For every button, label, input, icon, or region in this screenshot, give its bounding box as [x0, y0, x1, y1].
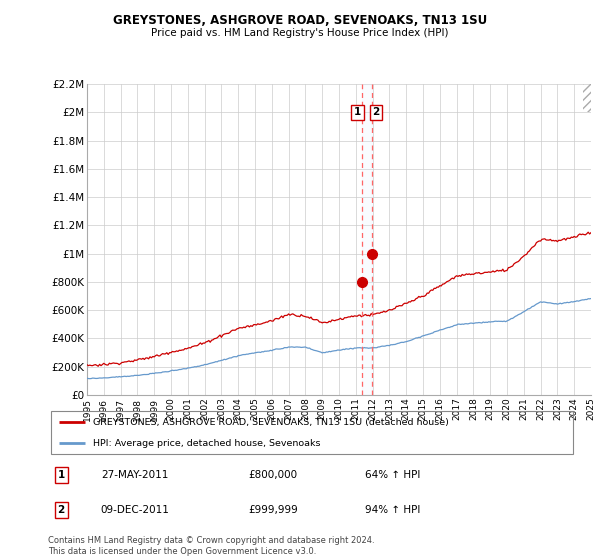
Text: 1: 1 — [58, 470, 65, 480]
Text: Price paid vs. HM Land Registry's House Price Index (HPI): Price paid vs. HM Land Registry's House … — [151, 28, 449, 38]
Text: GREYSTONES, ASHGROVE ROAD, SEVENOAKS, TN13 1SU: GREYSTONES, ASHGROVE ROAD, SEVENOAKS, TN… — [113, 14, 487, 27]
Text: 94% ↑ HPI: 94% ↑ HPI — [365, 505, 420, 515]
Text: 1: 1 — [354, 108, 361, 117]
Text: GREYSTONES, ASHGROVE ROAD, SEVENOAKS, TN13 1SU (detached house): GREYSTONES, ASHGROVE ROAD, SEVENOAKS, TN… — [93, 418, 449, 427]
Text: £800,000: £800,000 — [248, 470, 298, 480]
Text: 64% ↑ HPI: 64% ↑ HPI — [365, 470, 420, 480]
Bar — [583, 84, 591, 112]
Text: £999,999: £999,999 — [248, 505, 298, 515]
Text: 2: 2 — [58, 505, 65, 515]
Text: 2: 2 — [373, 108, 380, 117]
Bar — [362, 84, 371, 395]
Text: Contains HM Land Registry data © Crown copyright and database right 2024.
This d: Contains HM Land Registry data © Crown c… — [48, 536, 374, 556]
Text: 09-DEC-2011: 09-DEC-2011 — [101, 505, 170, 515]
Text: HPI: Average price, detached house, Sevenoaks: HPI: Average price, detached house, Seve… — [93, 438, 320, 447]
Text: 27-MAY-2011: 27-MAY-2011 — [101, 470, 168, 480]
